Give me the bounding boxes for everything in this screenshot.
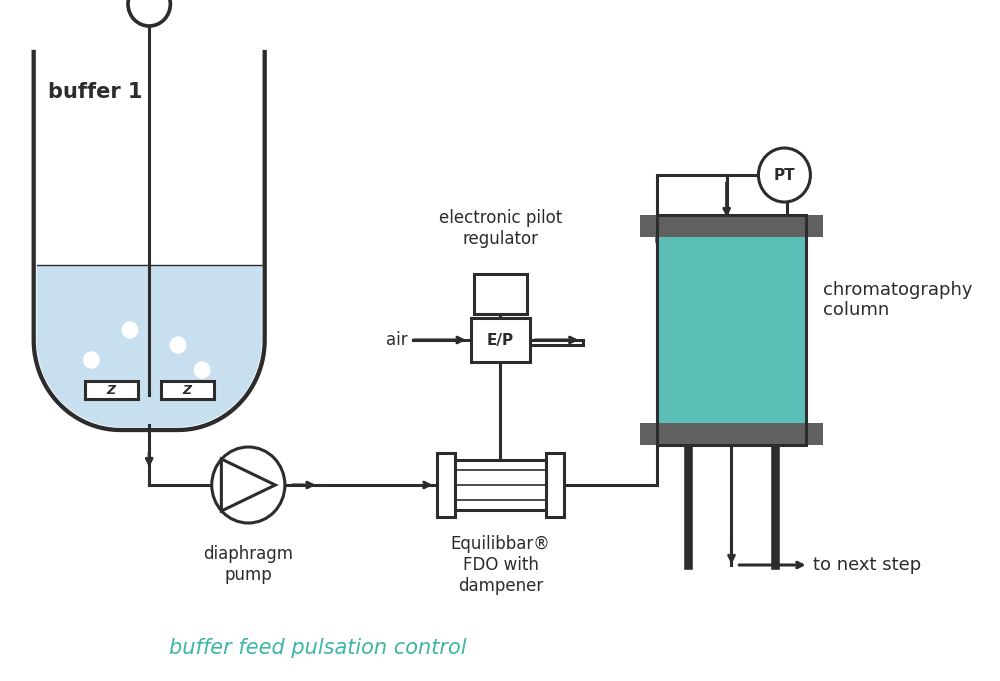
Circle shape xyxy=(212,447,285,523)
Text: chromatography
column: chromatography column xyxy=(823,281,973,319)
Polygon shape xyxy=(221,459,275,511)
Circle shape xyxy=(194,362,210,378)
Text: PT: PT xyxy=(774,168,795,183)
FancyBboxPatch shape xyxy=(85,381,138,399)
Polygon shape xyxy=(37,265,262,427)
Circle shape xyxy=(84,352,99,368)
Text: Z: Z xyxy=(183,383,192,396)
Text: buffer 1: buffer 1 xyxy=(48,82,143,102)
FancyBboxPatch shape xyxy=(640,215,823,237)
FancyBboxPatch shape xyxy=(640,423,823,445)
FancyBboxPatch shape xyxy=(437,453,455,517)
FancyBboxPatch shape xyxy=(657,215,806,445)
Circle shape xyxy=(128,0,170,26)
Text: Equilibbar®
FDO with
dampener: Equilibbar® FDO with dampener xyxy=(451,535,550,595)
FancyBboxPatch shape xyxy=(546,453,564,517)
Text: buffer feed pulsation control: buffer feed pulsation control xyxy=(169,638,466,658)
Circle shape xyxy=(758,148,810,202)
Text: electronic pilot
regulator: electronic pilot regulator xyxy=(439,209,562,248)
Text: diaphragm
pump: diaphragm pump xyxy=(203,545,293,584)
Text: air: air xyxy=(386,331,408,349)
Circle shape xyxy=(170,337,186,353)
Text: Z: Z xyxy=(107,383,116,396)
FancyBboxPatch shape xyxy=(455,460,546,510)
Text: E/P: E/P xyxy=(487,332,514,347)
FancyBboxPatch shape xyxy=(161,381,214,399)
FancyBboxPatch shape xyxy=(471,318,530,362)
Circle shape xyxy=(122,322,138,338)
FancyBboxPatch shape xyxy=(474,274,527,314)
Text: to next step: to next step xyxy=(813,556,922,574)
